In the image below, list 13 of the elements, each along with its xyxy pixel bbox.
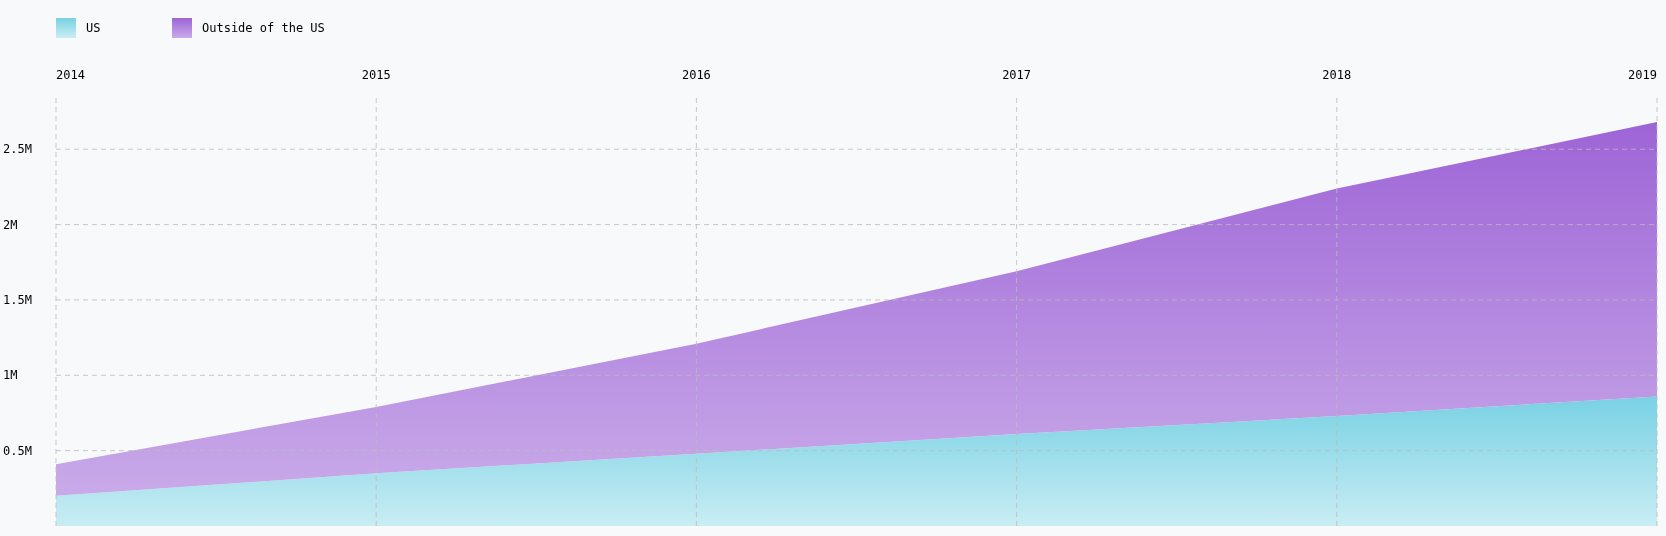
x-tick-label: 2018 — [1322, 68, 1352, 82]
x-tick-label: 2015 — [361, 68, 391, 82]
y-tick-label: 1M — [3, 368, 18, 383]
y-tick-label: 2M — [3, 217, 18, 232]
y-tick-label: 0.5M — [3, 443, 32, 458]
x-tick-label: 2014 — [56, 68, 85, 82]
legend-label: Outside of the US — [202, 21, 325, 35]
legend-label: US — [86, 21, 101, 35]
y-tick-label: 2.5M — [3, 142, 32, 157]
x-tick-label: 2017 — [1002, 68, 1032, 82]
x-tick-label: 2016 — [681, 68, 711, 82]
x-tick-label: 2019 — [1628, 68, 1657, 82]
y-tick-label: 1.5M — [3, 292, 32, 307]
